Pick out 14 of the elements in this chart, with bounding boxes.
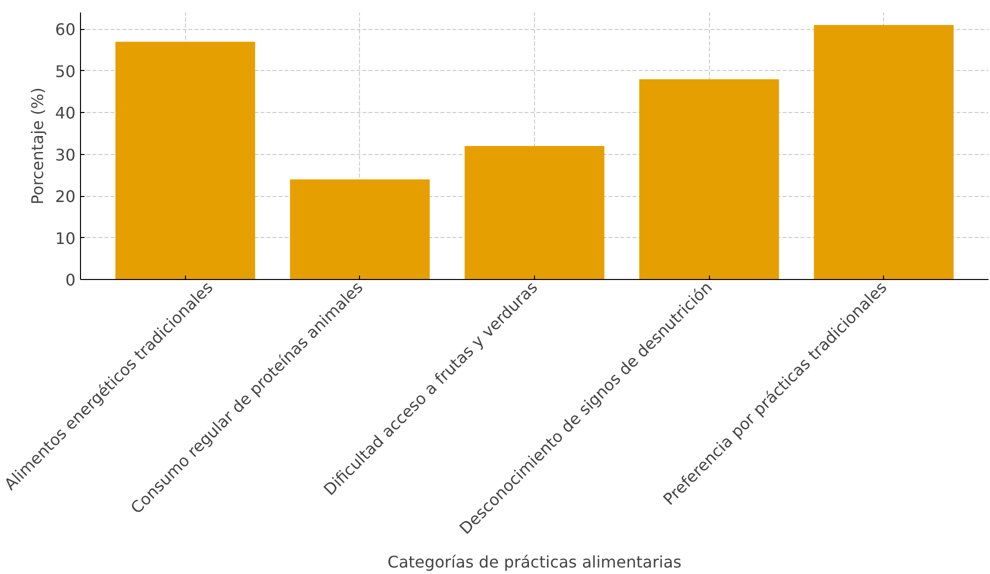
y-tick-label: 50 xyxy=(55,62,76,81)
bar xyxy=(115,42,256,280)
bar xyxy=(814,25,954,280)
bar xyxy=(464,146,604,280)
y-tick-label: 10 xyxy=(55,228,76,248)
bar xyxy=(639,79,779,280)
y-tick-label: 30 xyxy=(55,145,76,164)
y-tick-label: 20 xyxy=(55,187,76,206)
bar xyxy=(290,179,430,280)
y-tick-label: 40 xyxy=(55,104,76,123)
y-tick-label: 0 xyxy=(65,270,76,290)
y-tick-label: 60 xyxy=(55,20,76,40)
y-axis-title: Porcentaje (%) xyxy=(28,87,48,205)
x-axis-title: Categorías de prácticas alimentarias xyxy=(388,552,682,572)
